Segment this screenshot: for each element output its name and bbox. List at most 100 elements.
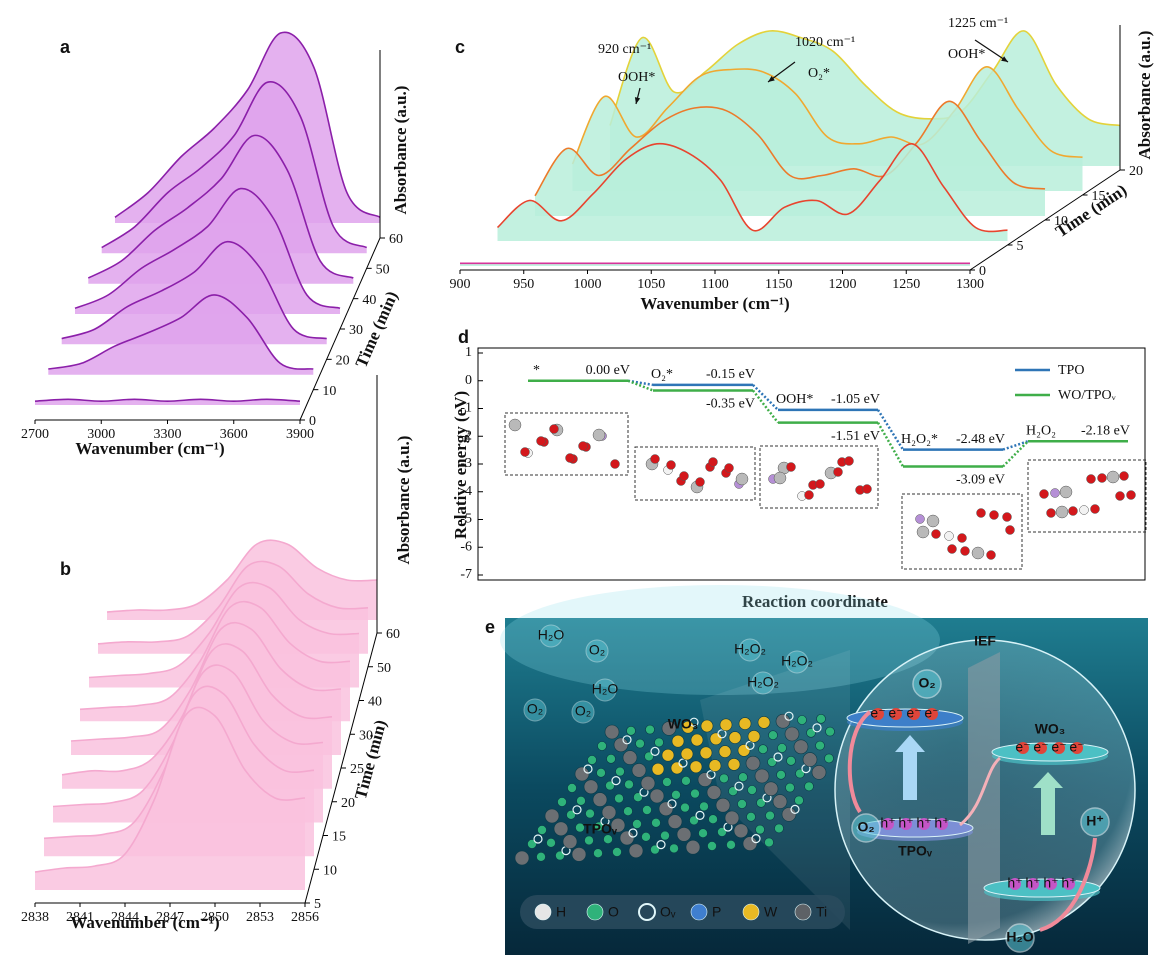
panel-label: a (60, 37, 71, 57)
electron-label: e⁻ (1051, 739, 1066, 755)
lattice-atom (773, 795, 787, 809)
species-label: H₂O (1006, 929, 1033, 945)
lattice-atom (817, 714, 826, 723)
lattice-atom (663, 778, 672, 787)
lattice-atom (698, 773, 712, 787)
lattice-atom (563, 835, 577, 849)
z-tick-label: 40 (368, 695, 382, 710)
x-tick-label: 1100 (701, 277, 728, 292)
species-label: O₂ (857, 819, 874, 835)
lattice-atom (734, 824, 748, 838)
lattice-atom (803, 753, 817, 767)
z-tick-label: 30 (349, 323, 363, 338)
annotation: O₂* (808, 66, 830, 81)
lattice-atom (594, 849, 603, 858)
lattice-atom (807, 728, 816, 737)
catalyst-label: WO₃ (668, 716, 699, 732)
category-label: O₂* (651, 367, 673, 382)
atom (550, 425, 559, 434)
lattice-atom (700, 747, 712, 759)
atom (736, 473, 748, 485)
hole-label: h⁺ (880, 815, 895, 831)
lattice-atom (690, 761, 702, 773)
z-tick-label: 5 (314, 897, 321, 912)
lattice-atom (615, 794, 624, 803)
legend-atom (535, 904, 551, 920)
lattice-atom (699, 829, 708, 838)
y-axis-title: Absorbance (a.u.) (1135, 31, 1154, 160)
annotation: 1020 cm⁻¹ (795, 35, 855, 50)
lattice-atom (748, 730, 760, 742)
lattice-atom (659, 802, 673, 816)
lattice-atom (671, 762, 683, 774)
y-axis-title: Absorbance (a.u.) (391, 86, 410, 215)
lattice-atom (632, 763, 646, 777)
lattice-atom (585, 836, 594, 845)
atom (932, 530, 941, 539)
lattice-atom (572, 847, 586, 861)
lattice-atom (755, 769, 769, 783)
lattice-atom (584, 780, 598, 794)
band-disc-top (992, 743, 1108, 761)
lattice-atom (602, 805, 616, 819)
lattice-atom (624, 807, 633, 816)
lattice-atom (764, 782, 778, 796)
lattice-atom (567, 810, 576, 819)
z-tick-label: 10 (323, 863, 337, 878)
molecule-label: H₂O (538, 627, 565, 643)
structure-box (505, 413, 628, 475)
atom (1056, 506, 1068, 518)
lattice-atom (651, 845, 660, 854)
atom (1080, 506, 1089, 515)
hole-label: h⁺ (1025, 875, 1040, 891)
z-tick-label: 60 (389, 232, 403, 247)
lattice-atom (718, 828, 727, 837)
atom (1116, 492, 1125, 501)
lattice-atom (786, 783, 795, 792)
z-tick-label: 5 (1017, 239, 1024, 254)
atom (948, 545, 957, 554)
value-label: -2.48 eV (956, 432, 1005, 447)
value-label: -1.51 eV (831, 429, 880, 444)
z-tick-label: 15 (332, 830, 346, 845)
x-tick-label: 2838 (21, 910, 49, 925)
atom (1006, 526, 1015, 535)
lattice-atom (537, 852, 546, 861)
atom (1098, 474, 1107, 483)
lattice-atom (748, 786, 757, 795)
electron-label: e⁻ (1069, 739, 1084, 755)
value-label: -3.09 eV (956, 473, 1005, 488)
light-glow (500, 585, 940, 695)
annotation: OOH* (948, 47, 985, 62)
atom (537, 437, 546, 446)
lattice-atom (634, 793, 643, 802)
y-tick-label: -6 (460, 539, 472, 554)
x-axis-title: Wavenumber (cm⁻¹) (75, 439, 224, 458)
lattice-atom (795, 796, 804, 805)
panel-label: c (455, 37, 465, 57)
molecule-label: O₂ (575, 703, 591, 719)
lattice-atom (568, 784, 577, 793)
lattice-atom (729, 787, 738, 796)
hole-label: h⁺ (898, 815, 913, 831)
x-tick-label: 1250 (892, 277, 920, 292)
x-tick-label: 3900 (286, 427, 314, 442)
y-tick-label: 0 (465, 373, 472, 388)
lattice-atom (686, 840, 700, 854)
legend-atom (587, 904, 603, 920)
atom (1087, 475, 1096, 484)
atom (611, 460, 620, 469)
molecule-label: O₂ (589, 642, 605, 658)
z-tick-label: 50 (376, 263, 390, 278)
value-label: -2.18 eV (1081, 423, 1130, 438)
atom (509, 419, 521, 431)
z-axis-title: Time (min) (351, 718, 390, 802)
disc-label: TPOᵥ (898, 843, 933, 859)
lattice-atom (645, 752, 654, 761)
atom (579, 442, 588, 451)
x-tick-label: 950 (513, 277, 534, 292)
lattice-atom (681, 748, 693, 760)
lattice-atom (796, 769, 805, 778)
legend-label: Oᵥ (660, 904, 676, 920)
lattice-atom (642, 832, 651, 841)
